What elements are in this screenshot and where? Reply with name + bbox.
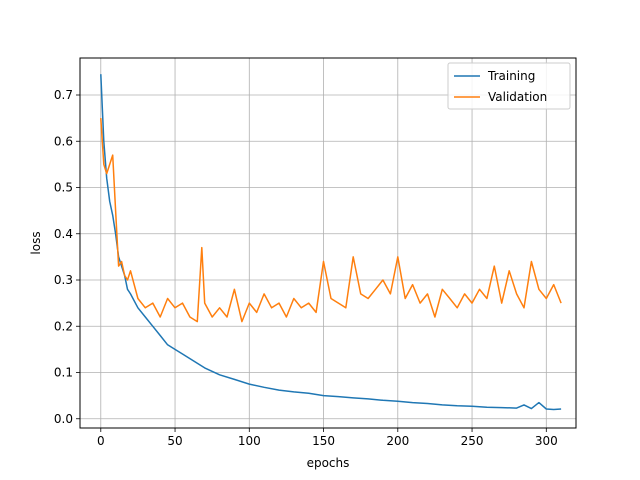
x-tick-label: 0 [97, 434, 105, 448]
y-tick-label: 0.0 [54, 412, 73, 426]
x-axis-ticks: 0 50 100 150 200 250 300 [97, 428, 558, 448]
y-tick-label: 0.2 [54, 319, 73, 333]
y-axis-label: loss [29, 231, 43, 254]
x-tick-label: 250 [461, 434, 484, 448]
plot-frame [79, 57, 577, 429]
x-axis-label: epochs [307, 456, 350, 470]
x-tick-label: 100 [238, 434, 261, 448]
series-layer [100, 74, 562, 411]
series-line-validation [100, 118, 562, 323]
x-tick-label: 150 [312, 434, 335, 448]
x-tick-label: 50 [167, 434, 182, 448]
y-tick-label: 0.1 [54, 366, 73, 380]
y-tick-label: 0.3 [54, 273, 73, 287]
y-tick-label: 0.6 [54, 134, 73, 148]
x-tick-label: 300 [535, 434, 558, 448]
y-axis-ticks: 0.0 0.1 0.2 0.3 0.4 0.5 0.6 0.7 [54, 88, 80, 426]
y-tick-label: 0.5 [54, 181, 73, 195]
y-tick-label: 0.7 [54, 88, 73, 102]
legend-label-training: Training [487, 69, 535, 83]
legend: Training Validation [447, 62, 571, 110]
x-tick-label: 200 [386, 434, 409, 448]
legend-label-validation: Validation [488, 90, 547, 104]
y-tick-label: 0.4 [54, 227, 73, 241]
